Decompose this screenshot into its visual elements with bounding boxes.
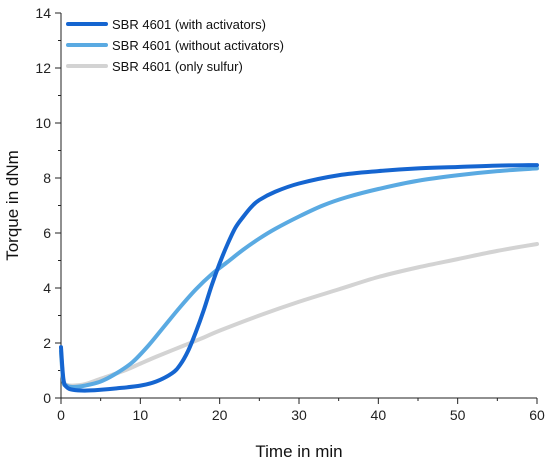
legend-label-1: SBR 4601 (with activators) <box>112 17 266 32</box>
x-tick-label: 30 <box>291 407 307 423</box>
y-tick-label: 8 <box>43 170 51 186</box>
x-tick-label: 0 <box>57 407 65 423</box>
series-line-1 <box>59 163 539 393</box>
x-tick-label: 10 <box>133 407 149 423</box>
legend-label-3: SBR 4601 (only sulfur) <box>112 59 243 74</box>
y-tick-label: 12 <box>35 60 51 76</box>
y-tick-label: 10 <box>35 115 51 131</box>
y-tick-label: 2 <box>43 335 51 351</box>
axes: 0 10 20 30 40 50 60 0 2 4 6 8 10 12 14 <box>35 5 545 423</box>
series-line-2 <box>59 166 539 389</box>
x-tick-label: 50 <box>450 407 466 423</box>
y-tick-label: 6 <box>43 225 51 241</box>
y-tick-label: 0 <box>43 390 51 406</box>
legend-label-2: SBR 4601 (without activators) <box>112 38 284 53</box>
y-tick-label: 14 <box>35 5 51 21</box>
series-layer <box>59 163 539 393</box>
legend: SBR 4601 (with activators) SBR 4601 (with… <box>66 17 284 74</box>
x-axis-title: Time in min <box>255 442 342 461</box>
x-tick-label: 20 <box>212 407 228 423</box>
x-tick-label: 40 <box>371 407 387 423</box>
x-tick-label: 60 <box>529 407 545 423</box>
y-tick-label: 4 <box>43 280 51 296</box>
y-axis-title: Torque in dNm <box>3 150 22 261</box>
